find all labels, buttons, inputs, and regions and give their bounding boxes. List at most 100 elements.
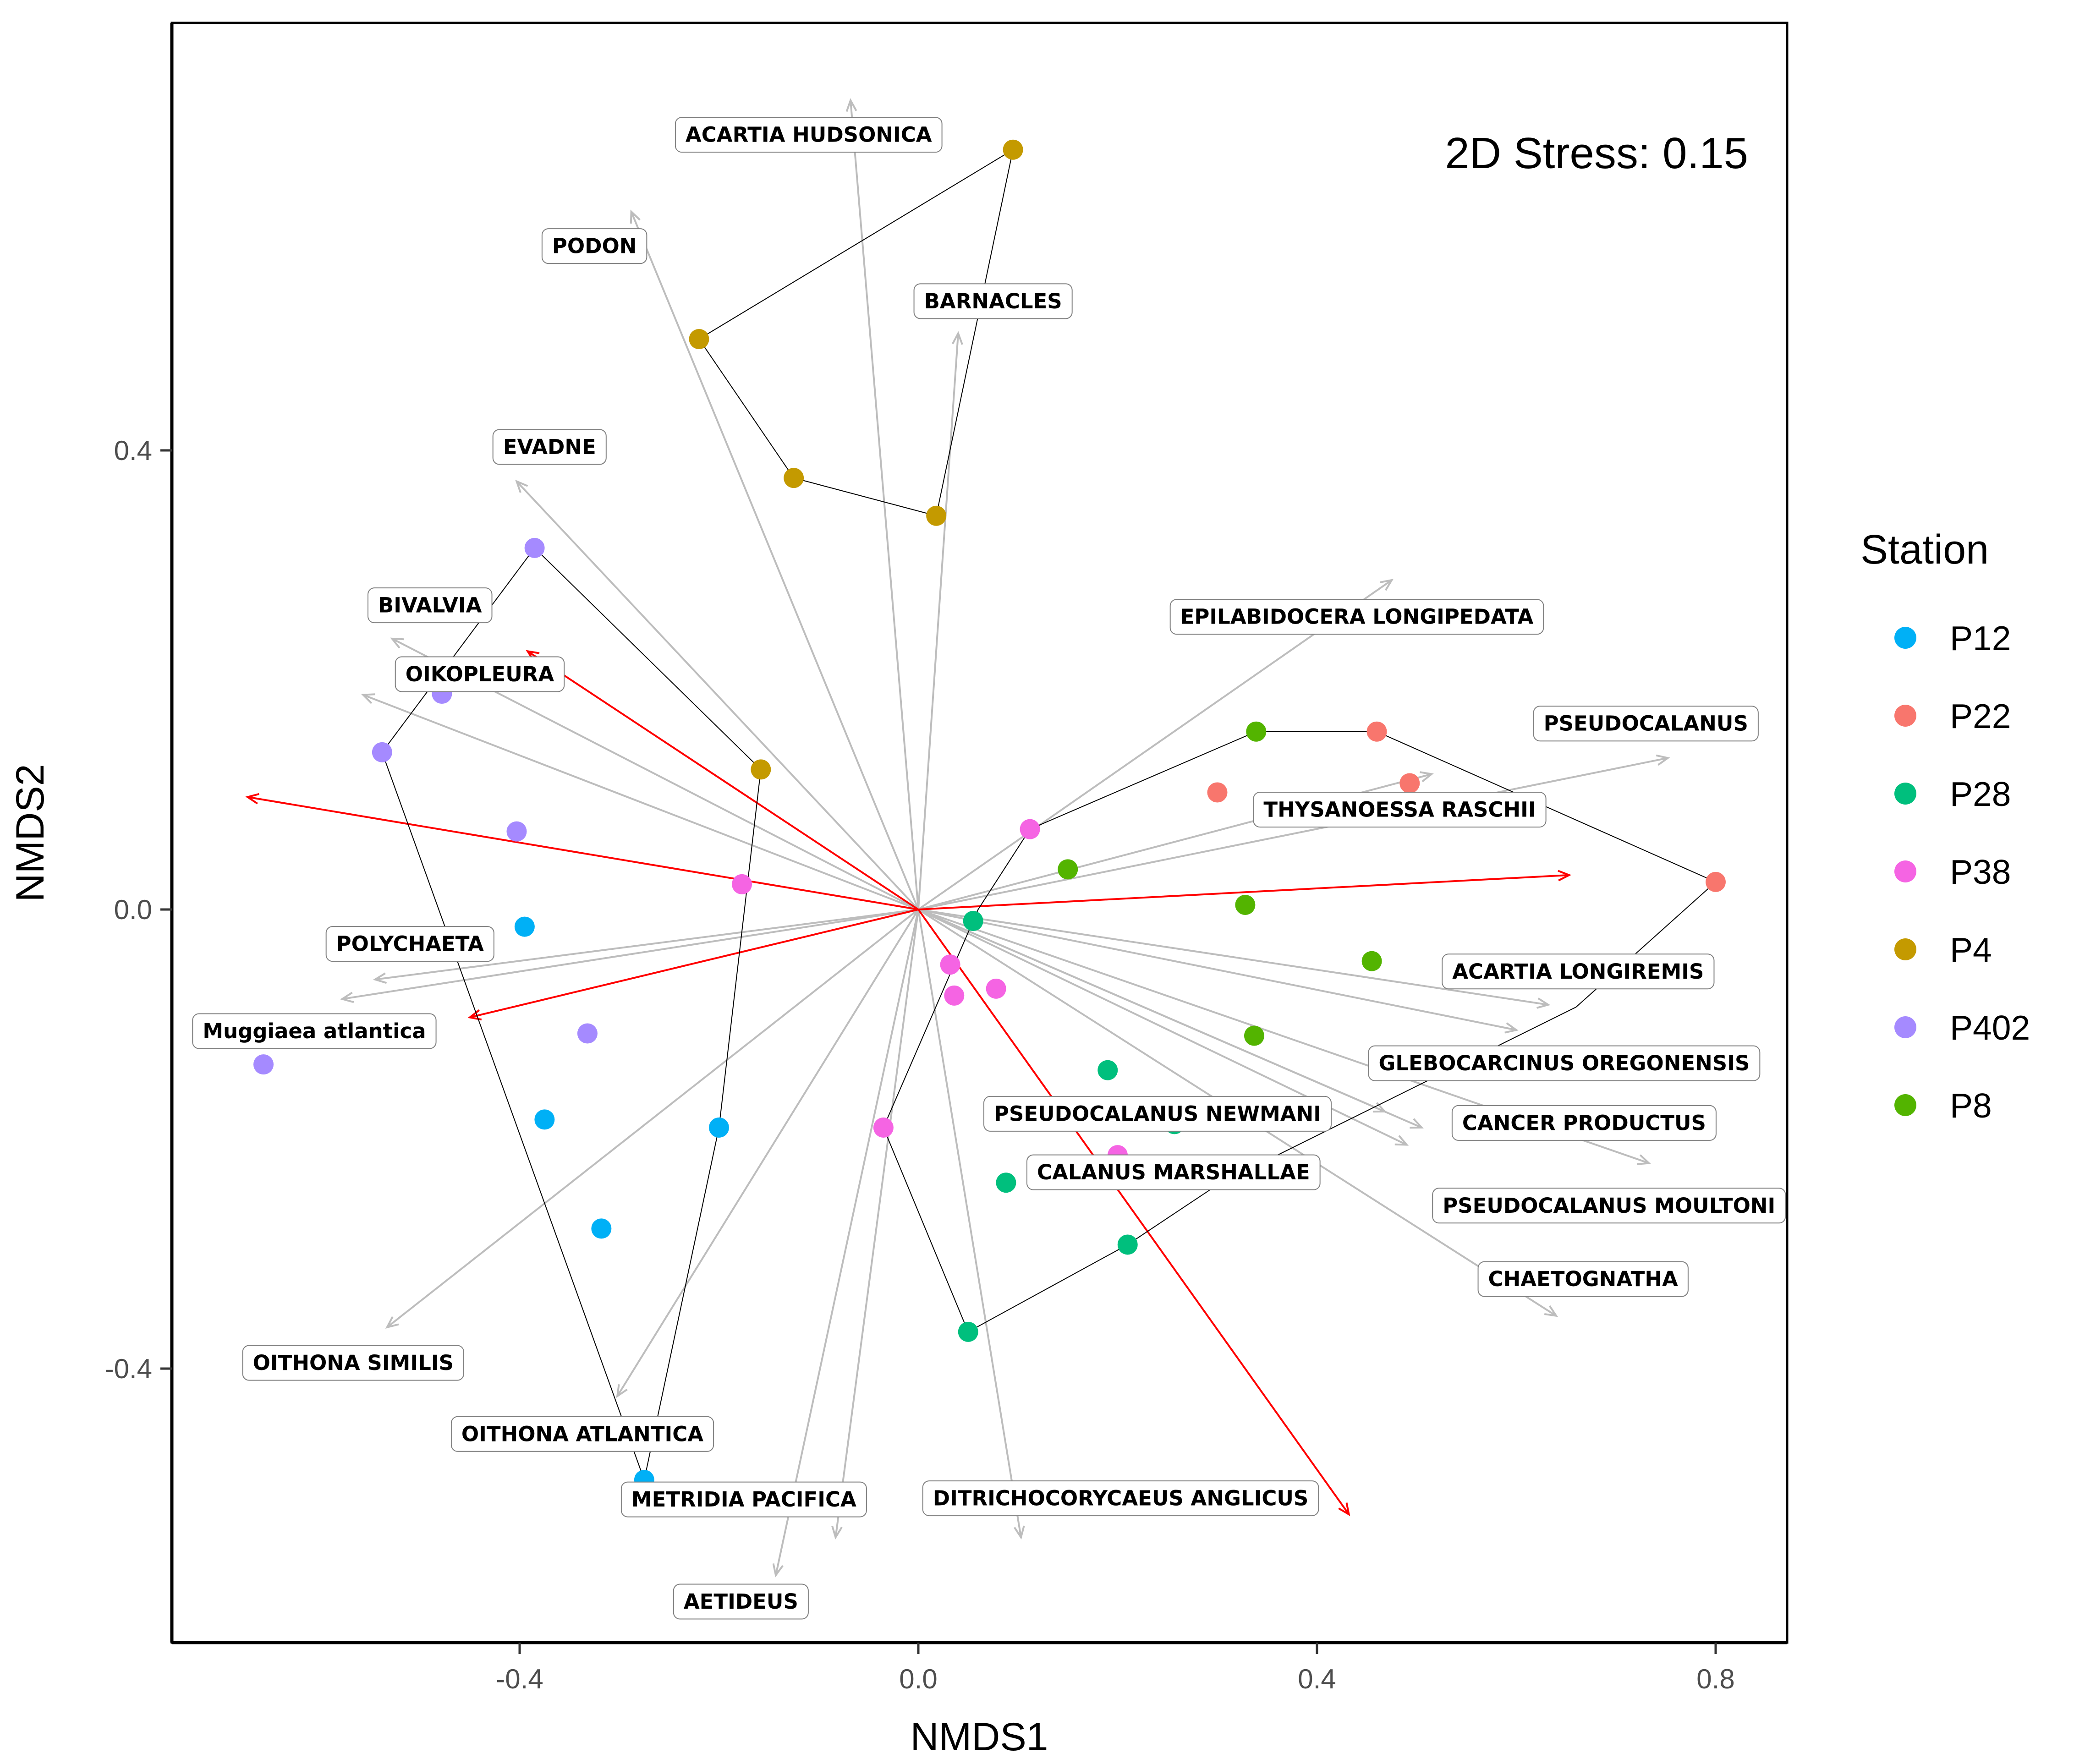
legend-item-p8: P8 (1894, 1086, 1992, 1125)
hull-p38 (883, 829, 1031, 1332)
point-p402-4 (506, 821, 527, 842)
vector-evadne (515, 480, 919, 910)
legend: Station P12 P22 P28 P38 P4 P402 P8 (1860, 527, 2030, 1125)
legend-label-p28: P28 (1950, 775, 2011, 813)
legend-key-p402 (1894, 1016, 1916, 1038)
point-p4-2 (689, 329, 709, 350)
legend-item-p12: P12 (1894, 619, 2011, 657)
svg-text:OIKOPLEURA: OIKOPLEURA (406, 662, 554, 686)
legend-label-p38: P38 (1950, 853, 2011, 891)
label-podon: PODON (541, 228, 647, 264)
label-chaetognatha: CHAETOGNATHA (1477, 1261, 1689, 1297)
svg-text:PSEUDOCALANUS: PSEUDOCALANUS (1544, 712, 1748, 736)
label-pseudocalanus: PSEUDOCALANUS (1533, 706, 1759, 742)
vector-acartia-longiremis (918, 909, 1551, 1009)
label-barnacles: BARNACLES (913, 283, 1073, 319)
y-ticks: -0.4 0.0 0.4 (105, 435, 172, 1384)
point-p4-5 (751, 759, 771, 780)
label-aetideus: AETIDEUS (673, 1583, 809, 1620)
vector-epilabidocera-longipedata (917, 579, 1394, 910)
legend-item-p22: P22 (1894, 697, 2011, 735)
label-bivalvia: BIVALVIA (367, 587, 493, 624)
legend-label-p12: P12 (1950, 619, 2011, 657)
point-p28-5 (1117, 1234, 1138, 1255)
y-axis-title: NMDS2 (8, 764, 52, 902)
point-p4-4 (926, 505, 947, 526)
point-p28-4 (996, 1172, 1016, 1193)
vector-metridia-pacifica (831, 909, 919, 1540)
red-vector-5 (917, 909, 1350, 1517)
legend-label-p22: P22 (1950, 697, 2011, 735)
point-p28-1 (963, 911, 983, 931)
point-p38-2 (732, 874, 752, 894)
legend-label-p4: P4 (1950, 931, 1992, 969)
axes (170, 23, 1787, 1644)
point-p28-6 (958, 1321, 978, 1342)
svg-text:EVADNE: EVADNE (503, 435, 596, 459)
point-p402-3 (372, 742, 392, 762)
svg-text:METRIDIA PACIFICA: METRIDIA PACIFICA (631, 1487, 856, 1512)
x-tick-label: 0.4 (1298, 1664, 1336, 1694)
point-p8-4 (1361, 951, 1382, 971)
vector-muggiaea-atlantica (340, 909, 919, 1003)
svg-text:CALANUS MARSHALLAE: CALANUS MARSHALLAE (1037, 1160, 1310, 1184)
x-axis-title: NMDS1 (910, 1715, 1048, 1759)
vector-barnacles (917, 331, 963, 910)
legend-item-p4: P4 (1894, 931, 1992, 969)
svg-text:THYSANOESSA RASCHII: THYSANOESSA RASCHII (1263, 798, 1536, 822)
svg-text:PSEUDOCALANUS NEWMANI: PSEUDOCALANUS NEWMANI (994, 1101, 1321, 1126)
svg-text:BIVALVIA: BIVALVIA (378, 593, 482, 618)
y-tick-label: 0.0 (114, 894, 152, 925)
point-p8-2 (1058, 859, 1078, 880)
point-p12-3 (709, 1117, 729, 1138)
svg-text:PODON: PODON (552, 234, 637, 258)
point-p8-3 (1235, 894, 1256, 915)
y-tick-label: 0.4 (114, 435, 152, 466)
legend-key-p28 (1894, 783, 1916, 805)
vector-acartia-hudsonica (845, 98, 919, 910)
red-vectors (245, 650, 1572, 1517)
label-thysanoessa-raschii: THYSANOESSA RASCHII (1253, 792, 1547, 828)
hull-segment-1 (381, 752, 645, 1480)
x-tick-label: -0.4 (496, 1664, 543, 1694)
vector-ditrichocorycaeus-anglicus (917, 909, 1025, 1540)
vector-oithona-atlantica (616, 909, 919, 1398)
point-p38-1 (1020, 819, 1040, 839)
svg-text:GLEBOCARCINUS OREGONENSIS: GLEBOCARCINUS OREGONENSIS (1378, 1051, 1750, 1075)
svg-text:POLYCHAETA: POLYCHAETA (336, 932, 484, 956)
legend-key-p4 (1894, 938, 1916, 960)
vector-pseudocalanus-newmani (918, 909, 1387, 1113)
vector-pseudocalanus (918, 754, 1670, 910)
vector-labels: ACARTIA HUDSONICA PODON BARNACLES EVADNE BIV… (192, 117, 1786, 1620)
label-pseudocalanus-moultoni: PSEUDOCALANUS MOULTONI (1432, 1188, 1786, 1224)
svg-text:DITRICHOCORYCAEUS ANGLICUS: DITRICHOCORYCAEUS ANGLICUS (933, 1486, 1309, 1511)
svg-text:CANCER PRODUCTUS: CANCER PRODUCTUS (1462, 1111, 1706, 1135)
vector-oithona-similis (385, 909, 919, 1329)
label-oikopleura: OIKOPLEURA (395, 656, 565, 692)
legend-item-p28: P28 (1894, 775, 2011, 813)
legend-label-p8: P8 (1950, 1086, 1992, 1125)
x-ticks: -0.4 0.0 0.4 0.8 (496, 1643, 1735, 1694)
label-acartia-hudsonica: ACARTIA HUDSONICA (675, 117, 943, 153)
point-p22-3 (1207, 782, 1228, 803)
vector-oikopleura (361, 693, 919, 910)
point-p38-3 (940, 954, 960, 975)
svg-text:BARNACLES: BARNACLES (924, 289, 1062, 313)
vector-aetideus (772, 909, 919, 1578)
x-tick-label: 0.0 (899, 1664, 937, 1694)
label-acartia-longiremis: ACARTIA LONGIREMIS (1442, 953, 1715, 990)
svg-text:OITHONA SIMILIS: OITHONA SIMILIS (253, 1351, 454, 1375)
point-p12-2 (534, 1109, 555, 1130)
x-tick-label: 0.8 (1696, 1664, 1734, 1694)
point-p8-5 (1244, 1025, 1264, 1046)
label-calanus-marshallae: CALANUS MARSHALLAE (1026, 1154, 1321, 1190)
y-tick-label: -0.4 (105, 1353, 152, 1384)
label-oithona-atlantica: OITHONA ATLANTICA (450, 1416, 714, 1452)
legend-key-p12 (1894, 627, 1916, 649)
point-p22-1 (1366, 721, 1387, 742)
label-epilabidocera-longipedata: EPILABIDOCERA LONGIPEDATA (1169, 599, 1544, 635)
hull-p402 (382, 547, 762, 1128)
svg-text:PSEUDOCALANUS MOULTONI: PSEUDOCALANUS MOULTONI (1443, 1194, 1775, 1218)
svg-text:AETIDEUS: AETIDEUS (684, 1589, 798, 1614)
